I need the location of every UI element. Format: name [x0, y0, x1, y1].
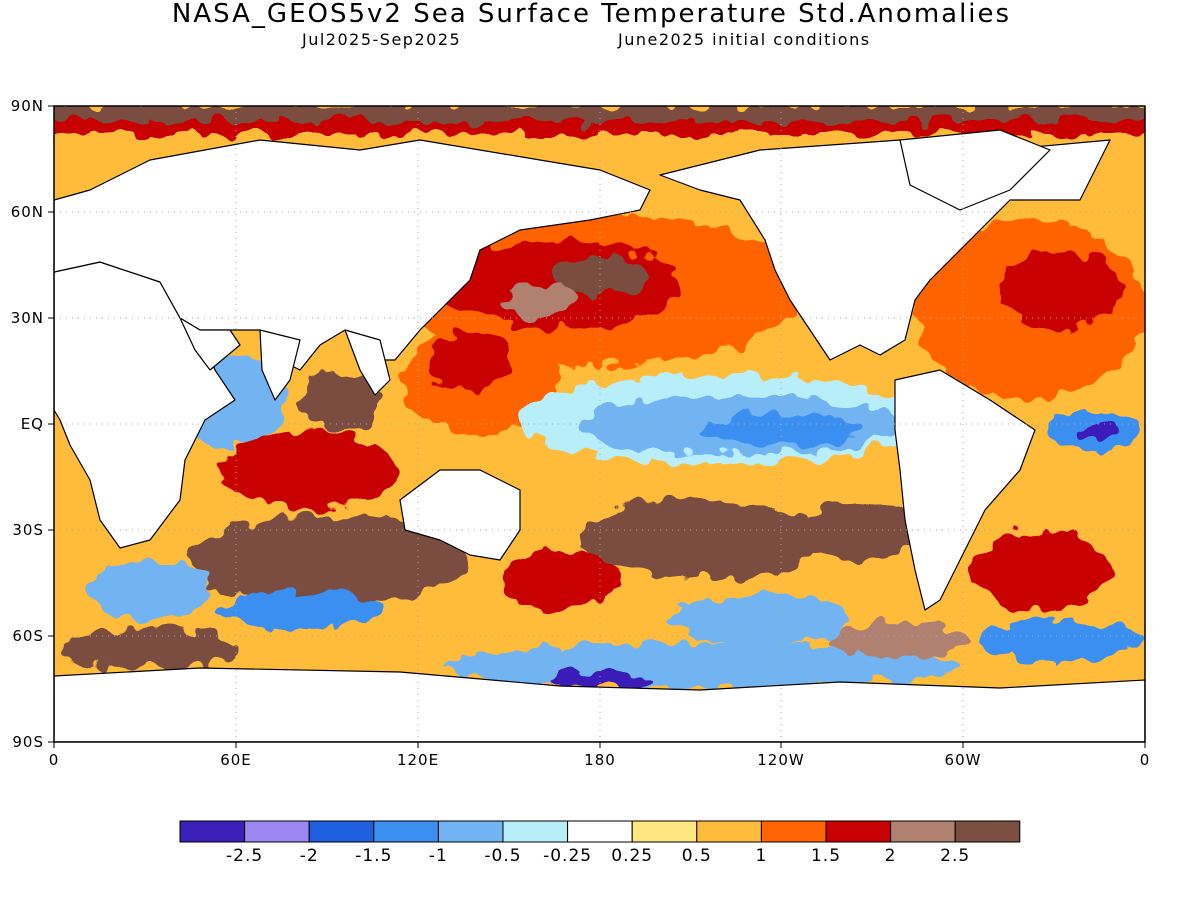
colorbar-tick-label: -0.5: [484, 846, 522, 866]
colorbar-swatch: [308, 820, 375, 843]
colorbar-swatch: [954, 820, 1021, 843]
forecast-period: Jul2025-Sep2025: [302, 30, 462, 49]
initial-conditions: June2025 initial conditions: [618, 30, 871, 49]
colorbar-swatch: [567, 820, 633, 843]
colorbar-tick-label: 2: [884, 846, 897, 866]
greenland-landmass: [899, 129, 1051, 211]
colorbar-tick-label: -1: [428, 846, 448, 866]
colorbar-tick-label: 2.5: [940, 846, 971, 866]
y-tick-label: 30N: [10, 309, 44, 327]
colorbar-swatch: [825, 820, 892, 843]
south-america-landmass: [894, 369, 1036, 611]
colorbar: [179, 820, 1021, 843]
colorbar-swatch: [696, 820, 762, 843]
graticule: [54, 106, 1145, 742]
x-tick-label: 60E: [220, 751, 252, 769]
colorbar-tick-label: -2.5: [226, 846, 264, 866]
colorbar-tick-label: -0.25: [543, 846, 593, 866]
colorbar-tick-label: 0.25: [611, 846, 654, 866]
y-tick-label: 90N: [10, 97, 44, 115]
y-tick-label: 60N: [10, 203, 44, 221]
colorbar-tick-label: -1.5: [355, 846, 393, 866]
australia-landmass: [399, 469, 521, 561]
india-landmass: [259, 329, 301, 401]
colorbar-tick-label: 0.5: [681, 846, 712, 866]
colorbar-swatch: [631, 820, 698, 843]
colorbar-swatch: [760, 820, 827, 843]
y-tick-label: 30S: [12, 521, 44, 539]
y-tick-label: 60S: [12, 627, 44, 645]
x-tick-label: 0: [48, 751, 60, 769]
x-tick-label: 120W: [757, 751, 805, 769]
chart-title: NASA_GEOS5v2 Sea Surface Temperature Std…: [171, 0, 1012, 29]
y-tick-label: 90S: [12, 733, 44, 751]
colorbar-tick-label: 1: [755, 846, 768, 866]
antarctica-landmass: [54, 667, 1145, 742]
x-tick-label: 120E: [396, 751, 440, 769]
axis-ticks: [48, 105, 1146, 748]
colorbar-swatch: [373, 820, 439, 843]
colorbar-swatch: [890, 820, 956, 843]
southeast-asia: [344, 329, 391, 396]
colorbar-swatch: [437, 820, 504, 843]
x-tick-label: 180: [584, 751, 616, 769]
colorbar-tick-label: -2: [299, 846, 319, 866]
colorbar-swatch: [179, 820, 246, 843]
arabian-peninsula: [179, 317, 241, 371]
colorbar-swatch: [244, 820, 310, 843]
colorbar-swatch: [502, 820, 569, 843]
continents: [54, 129, 1145, 742]
y-tick-label: EQ: [20, 415, 44, 433]
x-tick-label: 60W: [944, 751, 982, 769]
colorbar-tick-label: 1.5: [810, 846, 842, 866]
x-tick-label: 0: [1139, 751, 1151, 769]
